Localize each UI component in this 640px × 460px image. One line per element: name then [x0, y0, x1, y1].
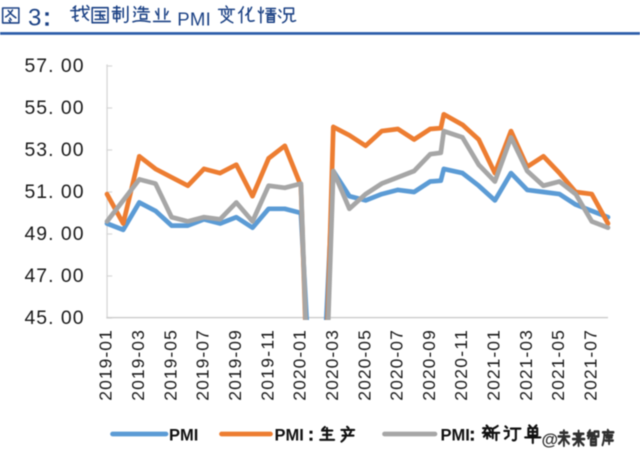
- svg-text:PMI: PMI: [441, 427, 470, 445]
- svg-text:2021-03: 2021-03: [516, 330, 536, 401]
- svg-text:2021-05: 2021-05: [548, 330, 568, 401]
- svg-text:2020-03: 2020-03: [322, 330, 342, 401]
- svg-text:2020-11: 2020-11: [451, 330, 471, 401]
- svg-text:47. 00: 47. 00: [25, 265, 84, 287]
- svg-text:2019-01: 2019-01: [96, 330, 116, 401]
- svg-text:@: @: [542, 430, 559, 449]
- svg-text:53. 00: 53. 00: [25, 139, 84, 161]
- svg-text:55. 00: 55. 00: [25, 97, 84, 119]
- svg-text:2021-07: 2021-07: [581, 330, 601, 401]
- svg-text:2019-03: 2019-03: [128, 330, 148, 401]
- svg-text:PMI: PMI: [169, 427, 198, 445]
- svg-text:2020-09: 2020-09: [419, 330, 439, 401]
- svg-text:2019-11: 2019-11: [257, 330, 277, 401]
- svg-text:2020-01: 2020-01: [290, 330, 310, 401]
- svg-text:49. 00: 49. 00: [25, 223, 84, 245]
- svg-text:2020-05: 2020-05: [354, 330, 374, 401]
- svg-text:PMI: PMI: [275, 427, 304, 445]
- svg-text:3: 3: [28, 5, 41, 32]
- svg-text:2020-07: 2020-07: [387, 330, 407, 401]
- svg-text:PMI: PMI: [177, 9, 211, 30]
- svg-text:51. 00: 51. 00: [25, 181, 84, 203]
- svg-text:57. 00: 57. 00: [25, 55, 84, 77]
- svg-text:2021-01: 2021-01: [484, 330, 504, 401]
- svg-text:2019-07: 2019-07: [193, 330, 213, 401]
- svg-text:2019-09: 2019-09: [225, 330, 245, 401]
- svg-text:2019-05: 2019-05: [160, 330, 180, 401]
- svg-text:45. 00: 45. 00: [25, 307, 84, 329]
